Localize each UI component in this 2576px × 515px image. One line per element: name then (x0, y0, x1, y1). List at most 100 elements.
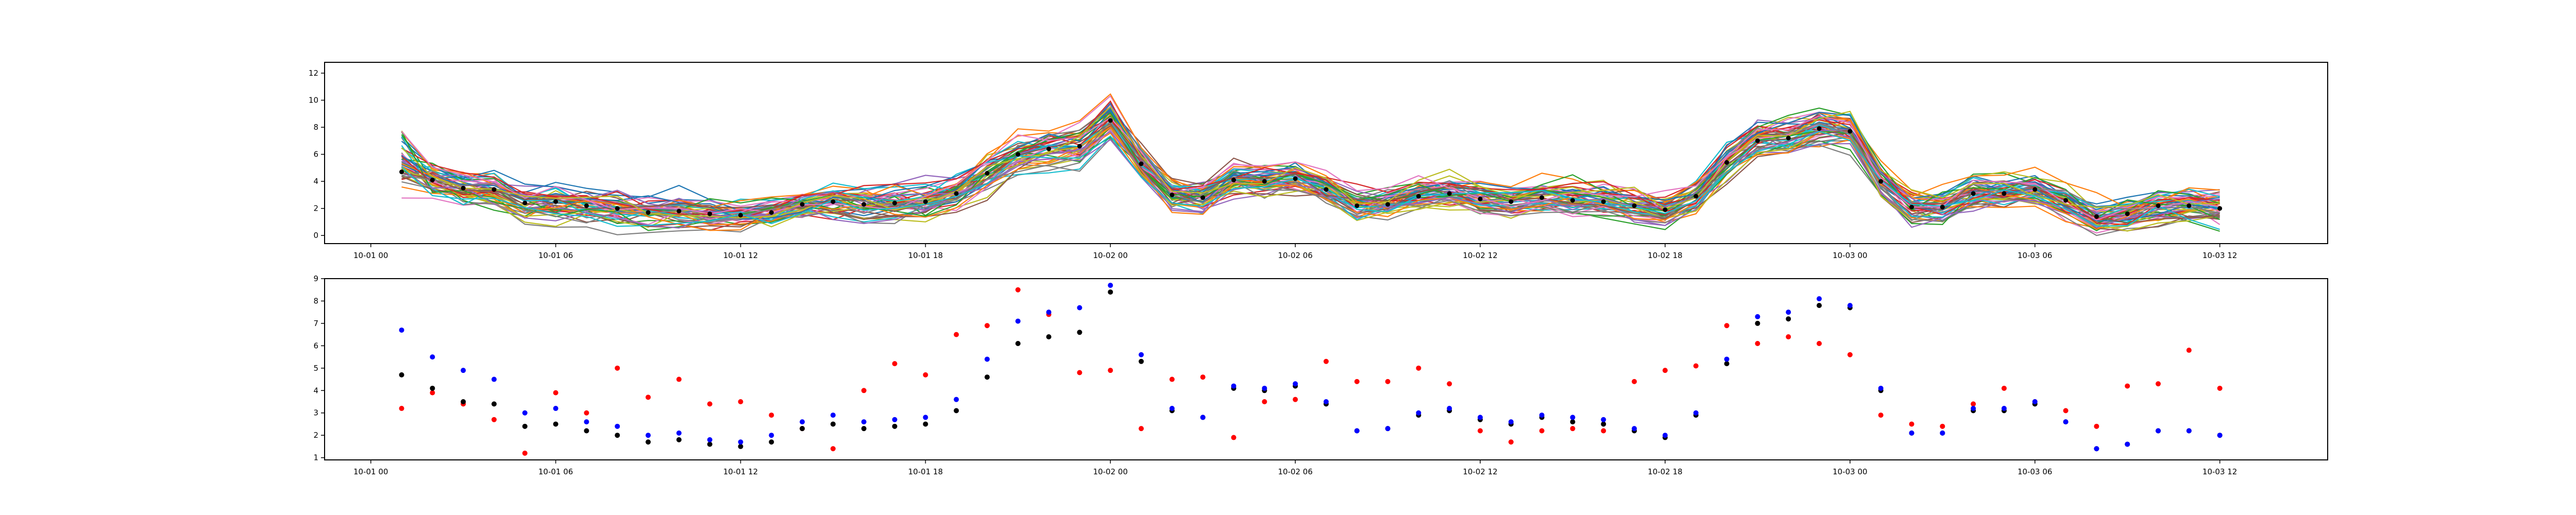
point-blue (769, 433, 774, 438)
mean-marker (1786, 135, 1791, 141)
y-tick-label: 8 (313, 123, 318, 132)
x-tick-label: 10-01 00 (353, 251, 388, 260)
mean-marker (1817, 126, 1822, 131)
mean-marker (738, 213, 743, 218)
point-red (1632, 379, 1637, 384)
point-black (522, 423, 528, 429)
point-red (830, 446, 836, 452)
point-blue (1539, 413, 1545, 418)
mean-marker (1509, 199, 1514, 204)
mean-marker (2032, 187, 2038, 192)
x-tick-label: 10-02 00 (1093, 251, 1128, 260)
y-tick-label: 4 (313, 177, 318, 186)
mean-marker (1539, 195, 1545, 200)
mean-marker (553, 199, 558, 204)
point-blue (1909, 430, 1914, 436)
point-black (461, 399, 466, 405)
point-blue (2217, 433, 2223, 438)
point-blue (707, 437, 713, 442)
mean-marker (430, 178, 435, 183)
x-tick-label: 10-02 18 (1648, 251, 1682, 260)
mean-marker (676, 209, 682, 214)
mean-marker (1324, 187, 1329, 192)
point-red (769, 413, 774, 418)
mean-marker (1354, 203, 1360, 208)
mean-marker (954, 191, 959, 196)
point-black (923, 421, 928, 427)
series-line (401, 127, 2220, 228)
x-tick-label: 10-03 06 (2018, 467, 2052, 476)
point-blue (923, 415, 928, 420)
x-tick-label: 10-02 06 (1278, 467, 1312, 476)
point-red (399, 406, 404, 411)
mean-marker (2063, 198, 2069, 203)
point-blue (491, 376, 497, 382)
point-blue (800, 419, 805, 425)
point-blue (1416, 410, 1421, 416)
point-black (1817, 303, 1822, 308)
point-blue (861, 419, 867, 425)
mean-marker (584, 203, 589, 208)
point-black (646, 439, 651, 445)
mean-marker (1724, 160, 1730, 165)
mean-marker (522, 200, 528, 205)
point-red (1478, 428, 1483, 434)
point-black (615, 433, 620, 438)
mean-marker (1170, 192, 1175, 197)
point-red (1200, 374, 1206, 380)
series-lines (401, 93, 2221, 236)
point-blue (1786, 310, 1791, 315)
point-blue (1046, 310, 1052, 315)
point-black (1755, 320, 1760, 326)
point-blue (522, 410, 528, 416)
point-blue (1293, 381, 1298, 387)
point-blue (1139, 352, 1144, 357)
point-blue (954, 397, 959, 402)
mean-marker (1848, 129, 1853, 134)
x-tick-label: 10-01 18 (908, 467, 943, 476)
x-tick-label: 10-02 00 (1093, 467, 1128, 476)
mean-marker (1293, 176, 1298, 181)
point-blue (1231, 383, 1236, 389)
point-red (1539, 428, 1545, 434)
point-red (2125, 383, 2130, 389)
series-line (401, 129, 2220, 229)
point-red (2001, 385, 2007, 391)
mean-marker (923, 199, 928, 204)
series-line (401, 115, 2220, 221)
point-blue (1662, 433, 1668, 438)
point-black (769, 439, 774, 445)
y-axis-ticks: 0 2 4 6 8 10 12 (309, 68, 325, 240)
x-tick-label: 10-03 00 (1833, 467, 1867, 476)
point-red (1724, 323, 1730, 329)
point-blue (830, 413, 836, 418)
mean-marker (800, 202, 805, 207)
y-tick-label: 12 (309, 68, 318, 78)
point-black (1108, 289, 1113, 295)
point-black (830, 421, 836, 427)
x-tick-label: 10-03 12 (2202, 467, 2237, 476)
point-red (1878, 413, 1884, 418)
point-black (707, 441, 713, 447)
mean-marker (2002, 191, 2007, 196)
mean-marker (1416, 194, 1421, 199)
mean-marker (1878, 179, 1884, 184)
plot-frame (324, 278, 2328, 460)
mean-marker (1909, 204, 1914, 210)
mean-marker (985, 170, 990, 176)
mean-marker (399, 169, 404, 175)
point-blue (615, 423, 620, 429)
point-red (892, 361, 897, 367)
series-line (401, 126, 2220, 231)
point-red (1231, 435, 1236, 440)
mean-marker (1693, 194, 1699, 199)
mean-marker (707, 211, 713, 216)
point-red (1909, 421, 1914, 427)
point-blue (1847, 303, 1853, 308)
point-black (985, 374, 990, 380)
point-red (707, 401, 713, 407)
point-blue (2186, 428, 2192, 434)
x-tick-label: 10-01 06 (538, 467, 573, 476)
mean-marker (1077, 144, 1082, 149)
